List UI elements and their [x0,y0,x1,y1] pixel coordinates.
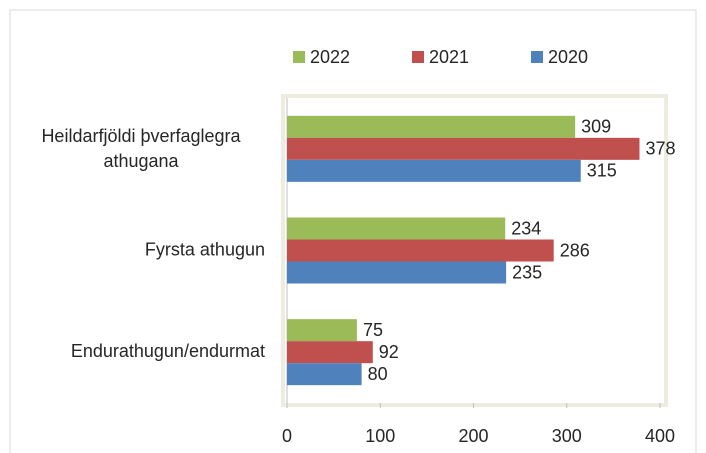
legend-swatch [531,51,543,63]
y-tick-label: Heildarfjöldi þverfaglegra athugana [41,126,241,171]
y-tick-label: Endurathugun/endurmat [71,341,265,361]
x-tick-label: 400 [645,426,675,446]
bar [287,159,581,182]
data-label: 80 [368,364,388,384]
data-label: 75 [363,320,383,340]
legend-swatch [412,51,424,63]
plot-frame [281,94,668,407]
x-tick-label: 200 [458,426,488,446]
y-tick-label: Fyrsta athugun [145,239,265,259]
legend-swatch [293,51,305,63]
data-label: 92 [379,342,399,362]
data-label: 234 [511,218,541,238]
bar [287,239,554,262]
legend-label: 2021 [429,47,469,67]
data-label: 286 [560,240,590,260]
x-tick-label: 100 [365,426,395,446]
bar [287,137,640,160]
x-tick-label: 300 [552,426,582,446]
bar [287,115,576,138]
data-label: 378 [645,139,675,159]
data-label: 315 [587,161,617,181]
bar [287,261,507,284]
bar [287,341,373,364]
legend-label: 2022 [310,47,350,67]
bar [287,363,362,386]
bar [287,217,506,240]
data-label: 309 [581,117,611,137]
bar [287,319,357,342]
x-tick-label: 0 [282,426,292,446]
legend-label: 2020 [548,47,588,67]
data-label: 235 [512,262,542,282]
